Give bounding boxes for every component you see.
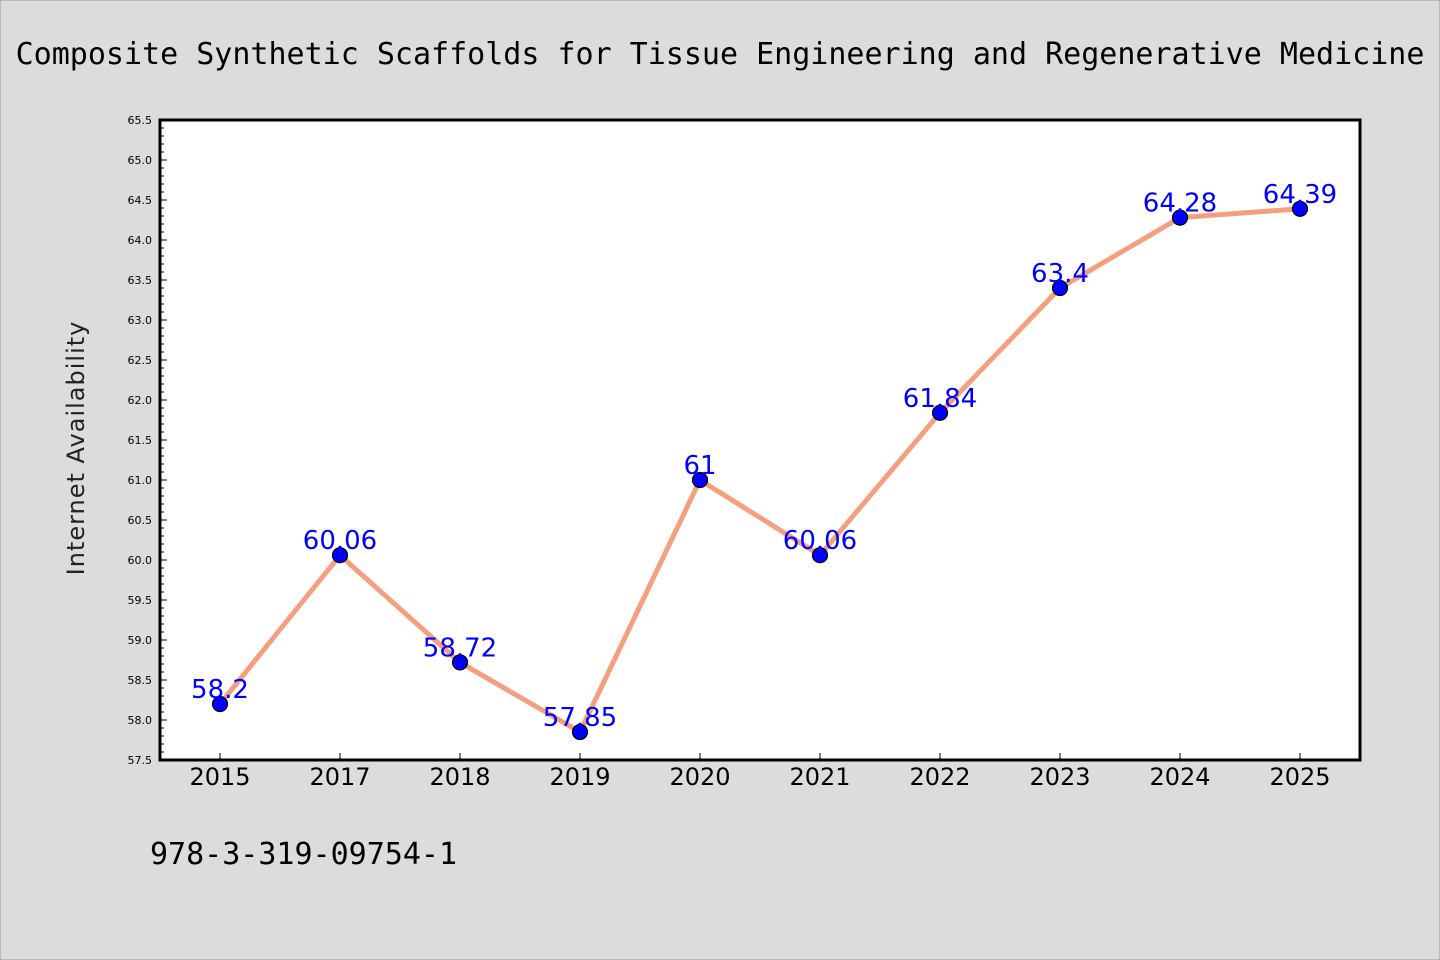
series-line [217,206,1303,735]
x-tick-label: 2020 [669,763,730,791]
data-label: 61.84 [903,384,977,414]
data-label: 58.72 [423,633,497,663]
data-point [211,695,229,713]
x-tick-label: 2019 [549,763,610,791]
y-tick-label: 58.5 [128,674,153,687]
x-tick-label: 2025 [1269,763,1330,791]
x-tick-label: 2024 [1149,763,1210,791]
y-tick-label: 59.5 [128,594,153,607]
data-label: 64.39 [1263,180,1337,210]
y-tick-label: 63.0 [128,314,153,327]
y-axis-label: Internet Availability [62,321,90,576]
data-label: 61 [683,451,716,481]
y-tick-label: 59.0 [128,634,153,647]
x-tick-label: 2023 [1029,763,1090,791]
data-point [691,471,709,489]
y-tick-label: 61.0 [128,474,153,487]
y-tick-label: 63.5 [128,274,153,287]
data-label: 60.06 [783,526,857,556]
data-point [1291,200,1309,217]
x-tick-label: 2015 [189,763,250,791]
y-tick-label: 61.5 [128,434,153,447]
x-tick-label: 2021 [789,763,850,791]
y-tick-label: 58.0 [128,714,153,727]
y-tick-label: 57.5 [128,754,153,767]
data-point [811,547,829,564]
data-point [451,654,469,671]
data-label: 64.28 [1143,189,1217,219]
series-layer: 58.2 60.06 58.72 57.85 61 60.06 61.84 63.4 64.28… [191,180,1337,741]
y-tick-label: 60.5 [128,514,153,527]
chart-title: Composite Synthetic Scaffolds for Tissue… [16,37,1425,72]
data-point [331,547,349,564]
x-tick-label: 2018 [429,763,490,791]
y-tick-label: 62.5 [128,354,153,367]
data-point [1171,209,1189,226]
y-tick-label: 64.0 [128,234,153,247]
data-label: 57.85 [543,703,617,733]
x-tick-label: 2022 [909,763,970,791]
data-point [1051,279,1069,297]
data-label: 63.4 [1031,259,1089,289]
y-tick-label: 65.0 [128,154,153,167]
data-point [571,723,589,741]
x-axis: 2015 2017 2018 2019 2020 2021 2022 2023 2024 2025 [189,753,1331,791]
y-tick-label: 60.0 [128,554,153,567]
data-label: 58.2 [191,675,249,705]
data-label: 60.06 [303,526,377,556]
y-tick-label: 65.5 [128,114,153,127]
y-tick-label: 64.5 [128,194,153,207]
y-tick-label: 62.0 [128,394,153,407]
y-axis: 57.5 58.0 58.5 59.0 59.5 60.0 60.5 61.0 61.5 62.0… [128,114,167,767]
data-point [931,404,949,421]
footnote-isbn: 978-3-319-09754-1 [150,837,457,872]
x-tick-label: 2017 [309,763,370,791]
